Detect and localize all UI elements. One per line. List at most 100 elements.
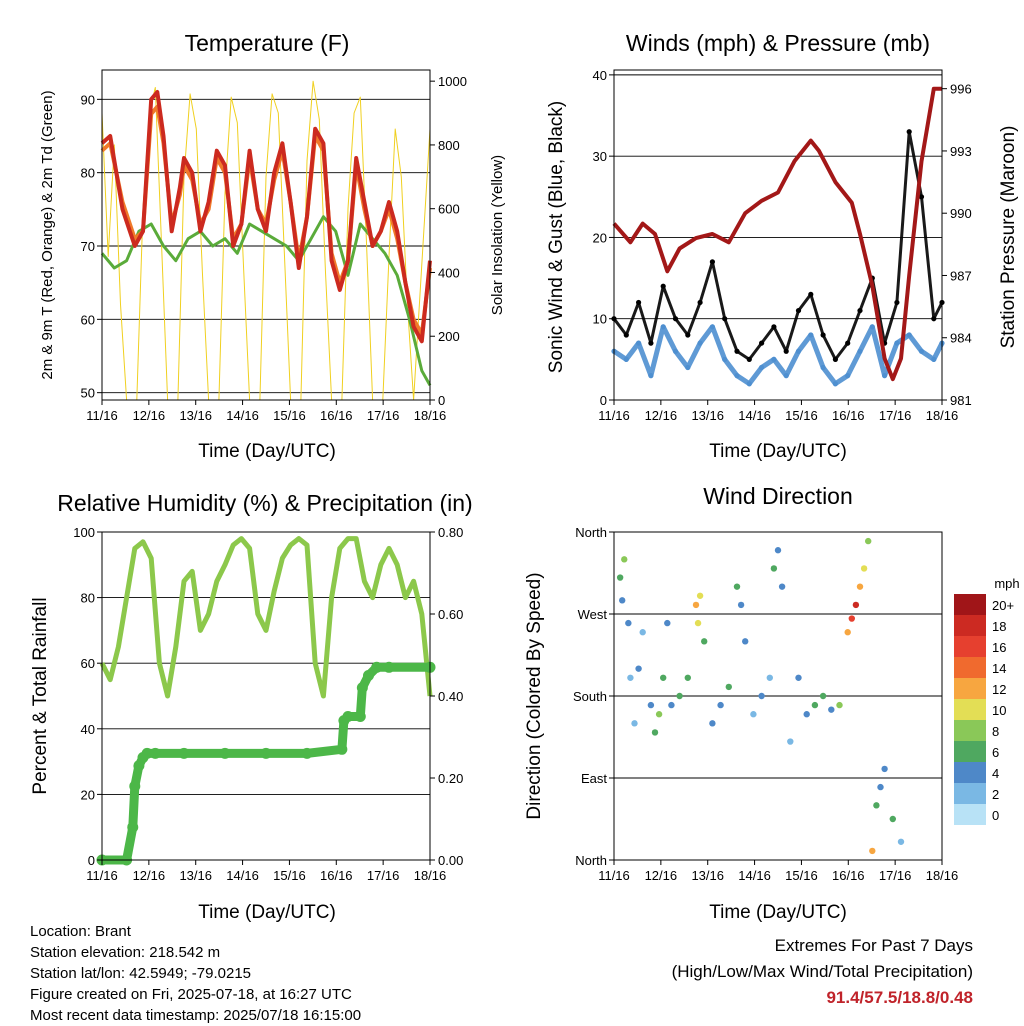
direction-point bbox=[750, 711, 757, 718]
precip-point bbox=[356, 682, 368, 694]
colorbar-swatch bbox=[954, 741, 986, 762]
station-info: Location: Brant Station elevation: 218.5… bbox=[30, 921, 361, 1026]
direction-point bbox=[860, 565, 868, 572]
wind-point bbox=[636, 340, 642, 346]
temperature-frame bbox=[101, 69, 431, 401]
wind-point bbox=[869, 324, 875, 330]
y-tick-label: West bbox=[578, 607, 608, 622]
direction-point bbox=[725, 683, 732, 691]
wind-point bbox=[623, 332, 629, 338]
winds-ylabel-right: Station Pressure (Maroon) bbox=[998, 126, 1019, 349]
wind-point bbox=[672, 316, 679, 322]
humidity-right-ticks: 0.00 0.20 0.40 0.60 0.80 bbox=[430, 525, 463, 868]
humidity-left-ticks: 0 20 40 60 80 100 bbox=[73, 525, 102, 868]
wind-point bbox=[832, 381, 839, 387]
x-tick-label: 15/16 bbox=[785, 408, 818, 423]
x-tick-label: 14/16 bbox=[738, 408, 771, 423]
y-tick-label: 100 bbox=[73, 525, 95, 540]
wind-point bbox=[882, 373, 888, 379]
x-tick-label: 13/16 bbox=[691, 868, 724, 883]
wind-point bbox=[820, 364, 826, 371]
y-tick-label: 60 bbox=[81, 312, 95, 327]
direction-point bbox=[828, 706, 835, 713]
series-line bbox=[100, 90, 432, 344]
y2-tick-label: 400 bbox=[438, 265, 460, 280]
extremes-values: 91.4/57.5/18.8/0.48 bbox=[826, 988, 973, 1007]
precip-point bbox=[336, 743, 348, 755]
y2-tick-label: 0.20 bbox=[438, 771, 463, 786]
direction-point bbox=[844, 629, 851, 636]
y2-tick-label: 990 bbox=[950, 206, 972, 221]
wind-point bbox=[734, 373, 740, 379]
wind-point bbox=[931, 356, 937, 362]
precip-point bbox=[301, 747, 313, 759]
wind-point bbox=[648, 340, 654, 346]
direction-point bbox=[848, 615, 855, 622]
wind-point bbox=[918, 194, 925, 200]
colorbar-swatch bbox=[954, 594, 986, 615]
wind-point bbox=[685, 364, 691, 371]
colorbar-swatch bbox=[954, 636, 986, 657]
direction-point bbox=[635, 665, 642, 672]
wind-point bbox=[648, 373, 654, 379]
precip-line bbox=[97, 662, 435, 865]
x-tick-label: 13/16 bbox=[179, 868, 212, 883]
precip-point bbox=[342, 711, 354, 722]
precip-point bbox=[219, 747, 231, 759]
direction-point bbox=[694, 619, 702, 627]
wind-point bbox=[845, 373, 851, 379]
series-line bbox=[612, 130, 944, 361]
direction-title: Wind Direction bbox=[703, 483, 853, 509]
temperature-left-ticks: 50 60 70 80 90 bbox=[81, 92, 102, 401]
station-elevation: Station elevation: 218.542 m bbox=[30, 944, 221, 961]
y2-tick-label: 200 bbox=[438, 329, 460, 344]
wind-point bbox=[697, 299, 703, 306]
y-tick-label: 20 bbox=[593, 230, 607, 245]
colorbar-tick-label: 18 bbox=[992, 619, 1006, 634]
wind-point bbox=[906, 332, 912, 338]
recent-timestamp: Most recent data timestamp: 2025/07/18 1… bbox=[30, 1007, 362, 1024]
wind-point bbox=[857, 307, 863, 314]
x-tick-label: 16/16 bbox=[832, 868, 865, 883]
colorbar-swatch bbox=[954, 783, 986, 804]
x-tick-label: 16/16 bbox=[320, 408, 353, 423]
colorbar-tick-label: 12 bbox=[992, 682, 1006, 697]
y2-tick-label: 0.00 bbox=[438, 853, 463, 868]
wind-point bbox=[722, 316, 728, 322]
y-tick-label: East bbox=[581, 771, 607, 786]
y2-tick-label: 1000 bbox=[438, 74, 467, 89]
direction-point bbox=[811, 701, 819, 709]
precip-point bbox=[383, 661, 395, 673]
y-tick-label: 10 bbox=[593, 312, 607, 327]
humidity-xlabel: Time (Day/UTC) bbox=[198, 902, 336, 923]
direction-point bbox=[647, 701, 655, 709]
direction-point bbox=[873, 802, 880, 809]
direction-ylabel: Direction (Colored By Speed) bbox=[524, 572, 545, 819]
colorbar-swatch bbox=[954, 720, 986, 741]
humidity-panel: Relative Humidity (%) & Precipitation (i… bbox=[30, 490, 473, 923]
direction-point bbox=[660, 674, 667, 681]
winds-xlabel: Time (Day/UTC) bbox=[709, 441, 847, 462]
x-tick-label: 15/16 bbox=[273, 868, 306, 883]
x-tick-label: 18/16 bbox=[926, 868, 959, 883]
y2-tick-label: 800 bbox=[438, 138, 460, 153]
wind-point bbox=[845, 340, 851, 346]
direction-point bbox=[668, 701, 675, 709]
wind-point bbox=[783, 348, 789, 354]
humidity-ylabel: Percent & Total Rainfall bbox=[30, 597, 51, 794]
direction-left-ticks: North East South West North bbox=[573, 525, 614, 868]
x-tick-label: 11/16 bbox=[86, 868, 118, 883]
temperature-ylabel: 2m & 9m T (Red, Orange) & 2m Td (Green) bbox=[39, 90, 56, 379]
direction-point bbox=[897, 838, 905, 845]
direction-point bbox=[877, 783, 884, 791]
colorbar-tick-label: 20+ bbox=[992, 598, 1014, 613]
x-tick-label: 17/16 bbox=[879, 868, 912, 883]
direction-point bbox=[621, 556, 628, 563]
y-tick-label: 0 bbox=[88, 853, 95, 868]
precip-point bbox=[371, 661, 383, 673]
temperature-title: Temperature (F) bbox=[185, 30, 350, 56]
humidity-line bbox=[99, 536, 433, 699]
x-tick-label: 17/16 bbox=[367, 408, 400, 423]
y-tick-label: 30 bbox=[593, 149, 607, 164]
direction-point bbox=[836, 701, 843, 709]
